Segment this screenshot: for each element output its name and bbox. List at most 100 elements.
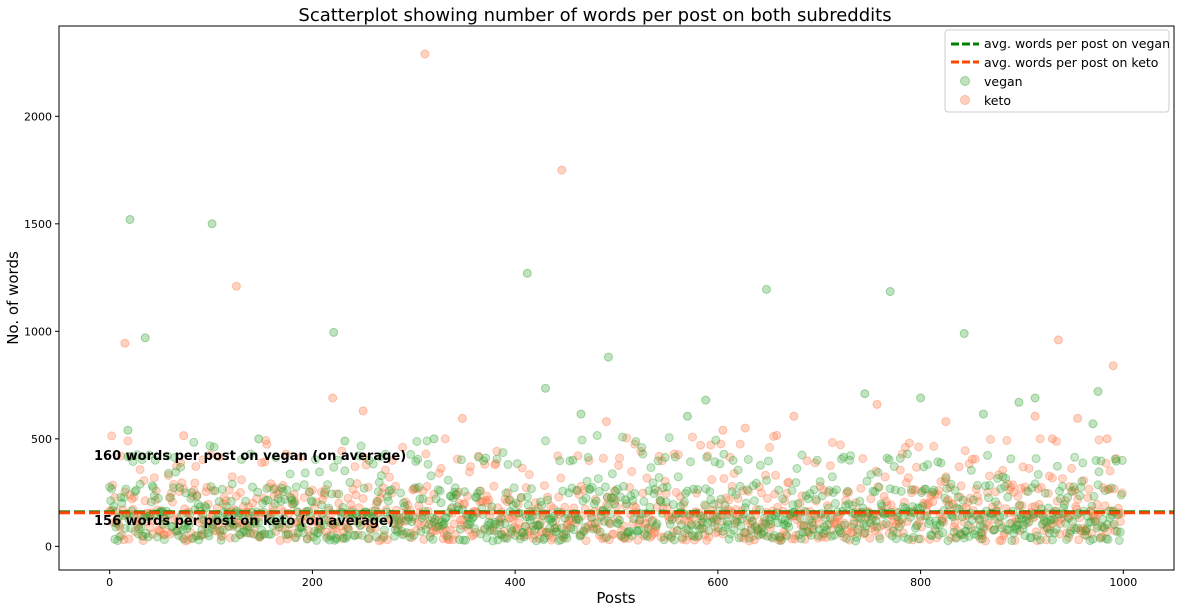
keto-point	[945, 482, 955, 492]
vegan-point	[1093, 387, 1103, 396]
vegan-point	[695, 524, 705, 534]
vegan-point	[973, 531, 983, 541]
keto-point	[409, 484, 419, 494]
vegan-point	[921, 484, 931, 494]
vegan-point	[357, 531, 367, 540]
keto-point	[1074, 535, 1084, 545]
vegan-point	[807, 518, 817, 528]
keto-point	[411, 526, 421, 536]
vegan-point	[1095, 533, 1105, 543]
keto-point	[174, 520, 184, 530]
keto-point	[792, 515, 802, 525]
vegan-point	[333, 455, 343, 465]
vegan-point	[968, 495, 978, 505]
vegan-point	[1017, 514, 1027, 524]
keto-point	[899, 497, 909, 507]
keto-point	[168, 497, 177, 507]
vegan-point	[274, 522, 284, 532]
vegan-point	[916, 393, 926, 403]
vegan-point	[1067, 486, 1077, 496]
keto-point	[855, 521, 865, 531]
vegan-point	[380, 449, 390, 459]
vegan-point	[1092, 523, 1102, 533]
vegan-point	[109, 501, 119, 511]
vegan-point	[141, 528, 151, 538]
keto-point	[436, 463, 446, 473]
vegan-point	[758, 522, 767, 532]
keto-point	[561, 526, 571, 536]
keto-point	[451, 490, 461, 500]
keto-point	[700, 530, 710, 540]
keto-point	[973, 496, 983, 506]
vegan-point	[315, 467, 324, 477]
keto-point	[1013, 492, 1023, 501]
keto-point	[651, 523, 661, 533]
keto-point	[522, 530, 532, 540]
vegan-point	[1116, 490, 1126, 500]
keto-point	[897, 449, 907, 459]
keto-point	[609, 529, 618, 539]
keto-point	[397, 516, 407, 526]
vegan-point	[860, 528, 870, 538]
vegan-point	[592, 431, 602, 440]
vegan-point	[783, 518, 793, 528]
vegan-point	[199, 515, 209, 525]
keto-point	[1035, 434, 1045, 444]
keto-point	[255, 532, 265, 542]
vegan-point	[227, 479, 237, 489]
keto-point	[584, 456, 594, 466]
vegan-point	[920, 484, 930, 494]
keto-point	[460, 499, 469, 509]
vegan-point	[632, 526, 642, 536]
keto-point	[377, 488, 387, 498]
keto-point	[766, 523, 776, 533]
vegan-point	[1102, 520, 1112, 529]
vegan-point	[1085, 536, 1095, 546]
keto-point	[272, 519, 282, 529]
vegan-point	[113, 536, 123, 546]
vegan-point	[907, 485, 916, 495]
vegan-point	[662, 482, 672, 492]
keto-point	[755, 524, 765, 534]
vegan-point	[562, 533, 572, 543]
vegan-point	[1099, 523, 1109, 533]
legend-keto-average-label: avg. words per post on keto	[984, 55, 1158, 70]
vegan-point	[683, 411, 692, 421]
keto-point	[312, 497, 321, 507]
keto-point	[575, 530, 585, 540]
vegan-point	[532, 520, 542, 530]
keto-point	[937, 514, 947, 524]
keto-point	[109, 517, 119, 527]
vegan-point	[593, 474, 603, 484]
keto-point	[594, 530, 604, 540]
keto-point	[1031, 527, 1041, 537]
keto-point	[588, 522, 598, 532]
keto-point	[573, 451, 583, 461]
keto-point	[1022, 518, 1032, 528]
keto-point	[779, 527, 789, 537]
vegan-point	[540, 533, 549, 543]
keto-point	[173, 513, 183, 523]
vegan-point	[148, 483, 158, 493]
keto-point	[791, 530, 801, 540]
vegan-point	[881, 519, 891, 528]
keto-point	[643, 524, 653, 534]
keto-point	[139, 476, 149, 486]
vegan-point	[534, 521, 543, 531]
vegan-point	[510, 530, 520, 540]
keto-point	[617, 525, 627, 535]
keto-point	[538, 526, 547, 536]
vegan-point	[955, 529, 965, 539]
vegan-point	[654, 473, 664, 482]
vegan-point	[142, 512, 152, 522]
keto-point	[620, 534, 630, 544]
keto-point	[1005, 485, 1015, 495]
vegan-point	[581, 493, 591, 503]
keto-point	[135, 465, 145, 475]
keto-point	[889, 514, 899, 524]
vegan-point	[949, 527, 959, 537]
vegan-point	[977, 534, 987, 544]
keto-point	[383, 515, 393, 525]
keto-point	[391, 481, 400, 491]
vegan-point	[242, 528, 251, 538]
